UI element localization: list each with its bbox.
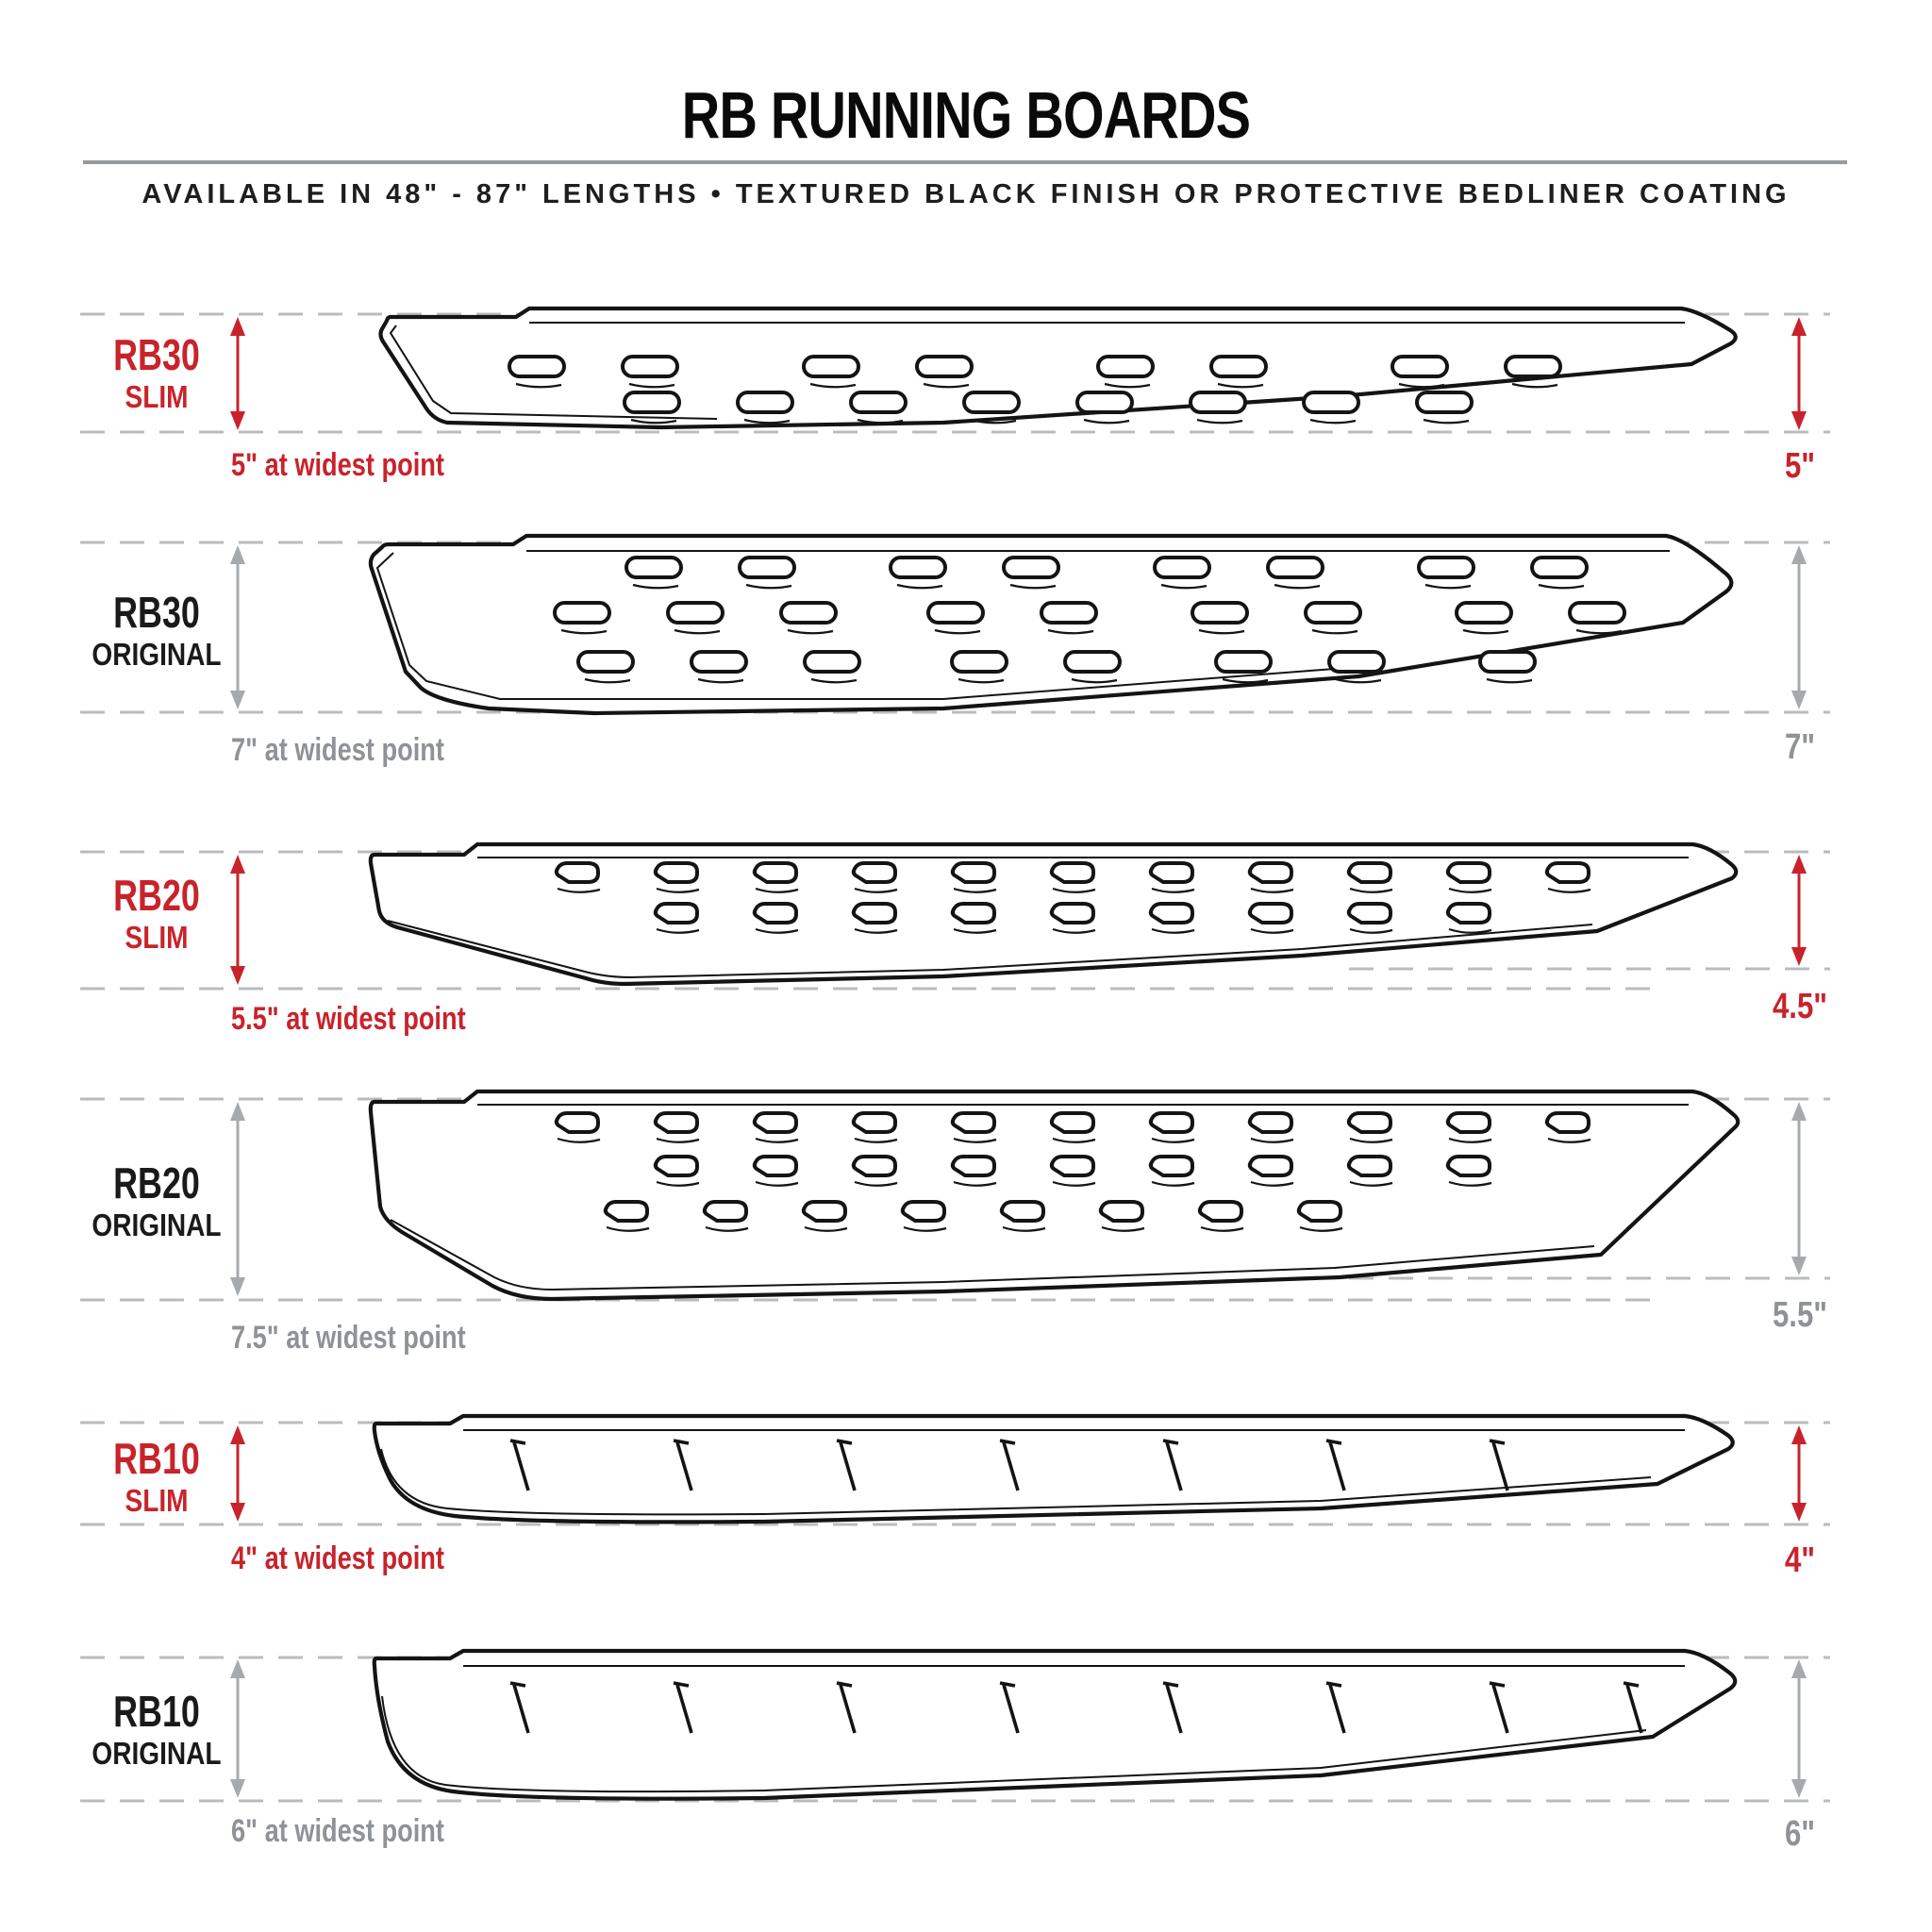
model-name: RB30 (113, 330, 200, 379)
model-name: RB10 (113, 1434, 200, 1483)
variant-name: ORIGINAL (92, 1736, 222, 1772)
arrow-left-rb20-original (230, 1102, 245, 1296)
page-title: RB RUNNING BOARDS (681, 78, 1251, 152)
variant-name: SLIM (125, 379, 189, 415)
page-subtitle: AVAILABLE IN 48" - 87" LENGTHS • TEXTURE… (142, 179, 1790, 209)
arrow-left-rb30-slim (230, 317, 245, 430)
arrow-right-rb20-original (1791, 1102, 1807, 1275)
board-drawing-rb10-original (372, 1648, 1738, 1801)
board-drawing-rb30-slim (378, 306, 1738, 430)
end-note-rb20-slim: 4.5" (1772, 987, 1828, 1026)
end-note-rb30-slim: 5" (1784, 446, 1816, 486)
arrow-left-rb30-original (230, 545, 245, 709)
arrow-left-rb10-slim (230, 1425, 245, 1522)
variant-name: SLIM (125, 1483, 189, 1519)
width-note-rb20-slim: 5.5" at widest point (231, 1001, 466, 1037)
end-note-rb30-original: 7" (1784, 727, 1816, 767)
guide-dashes (80, 312, 1830, 1803)
end-note-rb20-original: 5.5" (1772, 1295, 1828, 1335)
width-note-rb10-slim: 4" at widest point (231, 1541, 444, 1576)
variant-name: SLIM (125, 920, 189, 956)
arrow-right-rb30-original (1791, 545, 1807, 709)
label-rb10-original: RB10 ORIGINAL (57, 1689, 257, 1772)
board-drawing-rb10-slim (372, 1413, 1735, 1524)
board-drawing-rb30-original (368, 533, 1734, 716)
model-name: RB20 (113, 1158, 200, 1208)
label-rb10-slim: RB10 SLIM (57, 1436, 257, 1519)
arrow-right-rb10-slim (1791, 1425, 1807, 1522)
model-name: RB20 (113, 871, 200, 920)
arrow-right-rb10-original (1791, 1659, 1807, 1798)
label-rb30-slim: RB30 SLIM (57, 332, 257, 415)
arrow-left-rb10-original (230, 1659, 245, 1798)
label-rb20-slim: RB20 SLIM (57, 873, 257, 956)
width-note-rb30-original: 7" at widest point (231, 732, 444, 768)
label-rb20-original: RB20 ORIGINAL (57, 1160, 257, 1243)
width-note-rb30-slim: 5" at widest point (231, 447, 444, 483)
width-note-rb10-original: 6" at widest point (231, 1813, 444, 1849)
model-name: RB10 (113, 1687, 200, 1736)
arrow-right-rb20-slim (1791, 855, 1807, 966)
label-rb30-original: RB30 ORIGINAL (57, 590, 257, 673)
board-drawing-rb20-original (368, 1089, 1740, 1302)
model-name: RB30 (113, 588, 200, 637)
title-divider (83, 160, 1847, 164)
board-drawing-rb20-slim (368, 841, 1739, 987)
end-note-rb10-original: 6" (1784, 1814, 1816, 1854)
variant-name: ORIGINAL (92, 1208, 222, 1243)
arrow-right-rb30-slim (1791, 317, 1807, 430)
end-note-rb10-slim: 4" (1784, 1541, 1816, 1580)
variant-name: ORIGINAL (92, 637, 222, 673)
width-note-rb20-original: 7.5" at widest point (231, 1320, 466, 1356)
dimension-arrows (230, 317, 1807, 1798)
arrow-left-rb20-slim (230, 855, 245, 985)
